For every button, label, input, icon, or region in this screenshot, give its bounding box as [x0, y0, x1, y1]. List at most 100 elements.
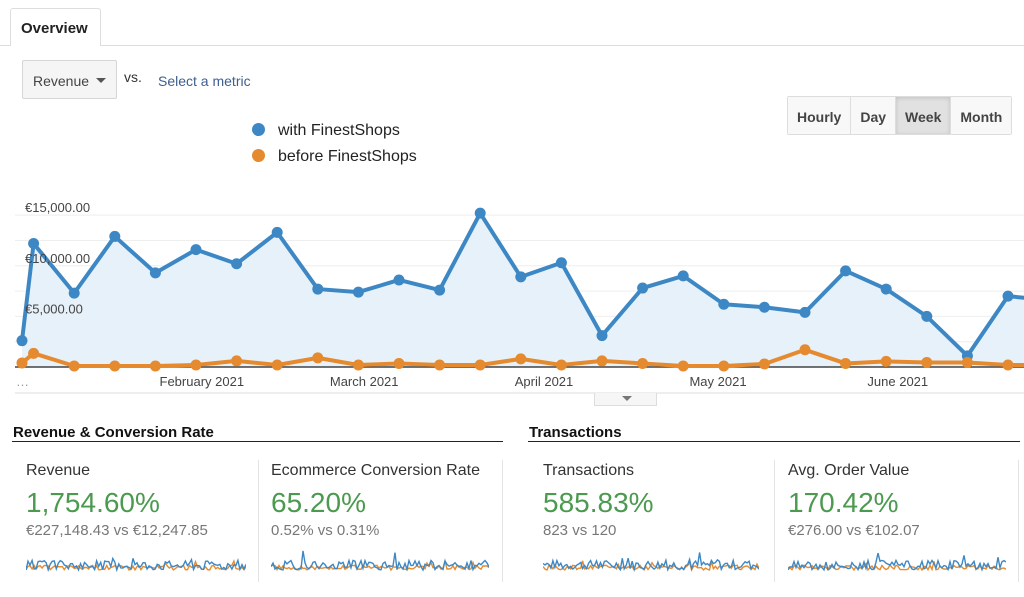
data-point — [16, 335, 28, 347]
x-tick-label: June 2021 — [867, 374, 928, 389]
data-point — [718, 360, 730, 372]
data-point — [758, 358, 770, 370]
week-button[interactable]: Week — [896, 97, 952, 134]
y-tick-label: €5,000.00 — [25, 301, 83, 316]
metric-dropdown-value: Revenue — [33, 73, 90, 89]
data-point — [555, 257, 567, 269]
vs-label: vs. — [124, 69, 142, 85]
card-label: Ecommerce Conversion Rate — [271, 462, 480, 479]
data-point — [677, 360, 689, 372]
data-point — [840, 265, 852, 277]
card-comparison: €276.00 vs €102.07 — [788, 522, 920, 539]
caret-down-icon — [622, 396, 632, 401]
data-point — [515, 353, 527, 365]
card-label: Avg. Order Value — [788, 462, 910, 479]
legend-label: with FinestShops — [278, 122, 400, 139]
sparkline-series — [788, 552, 1006, 572]
data-point — [190, 244, 202, 256]
card-change: 585.83% — [543, 487, 654, 518]
section-divider — [12, 441, 503, 442]
data-point — [961, 356, 973, 368]
legend-dot-icon — [252, 149, 265, 162]
data-point — [434, 359, 446, 371]
data-point — [921, 310, 933, 322]
data-point — [28, 238, 40, 250]
data-point — [1002, 290, 1014, 302]
card-divider — [502, 460, 503, 582]
expand-chart-handle[interactable] — [594, 393, 657, 406]
card-label: Transactions — [543, 462, 634, 479]
data-point — [677, 270, 689, 282]
data-point — [880, 355, 892, 367]
x-tick-label: May 2021 — [689, 374, 746, 389]
data-point — [231, 355, 243, 367]
data-point — [68, 287, 80, 299]
card-comparison: 823 vs 120 — [543, 522, 617, 539]
data-point — [16, 357, 28, 369]
data-point — [231, 258, 243, 270]
data-point — [271, 226, 283, 238]
sparkline — [271, 550, 489, 572]
data-point — [434, 284, 446, 296]
data-point — [596, 330, 608, 342]
data-point — [840, 357, 852, 369]
y-tick-label: €15,000.00 — [25, 200, 90, 215]
sparkline — [543, 552, 759, 572]
data-point — [515, 271, 527, 283]
sparkline-series — [543, 552, 759, 572]
data-point — [799, 344, 811, 356]
sparkline — [788, 552, 1006, 572]
x-tick-label: February 2021 — [160, 374, 245, 389]
metric-dropdown[interactable]: Revenue — [22, 60, 117, 99]
revenue-line-chart: €5,000.00 €10,000.00 €15,000.00 … February 2… — [15, 200, 1024, 394]
section-title-revenue-conversion: Revenue & Conversion Rate — [13, 424, 214, 441]
data-point — [271, 359, 283, 371]
metric-card-revenue[interactable]: Revenue 1,754.60% €227,148.43 vs €12,247… — [26, 458, 271, 578]
sparkline-series — [271, 550, 489, 572]
day-button[interactable]: Day — [851, 97, 897, 134]
data-point — [393, 274, 405, 286]
data-point — [28, 347, 40, 359]
data-point — [637, 282, 649, 294]
x-tick-label: April 2021 — [515, 374, 574, 389]
data-point — [555, 359, 567, 371]
data-point — [718, 298, 730, 310]
data-point — [637, 357, 649, 369]
sparkline-series — [26, 559, 246, 572]
card-change: 1,754.60% — [26, 487, 160, 518]
caret-down-icon — [96, 78, 106, 83]
data-point — [393, 357, 405, 369]
x-tick-label: March 2021 — [330, 374, 399, 389]
tab-bar-divider — [0, 45, 1024, 46]
card-change: 65.20% — [271, 487, 366, 518]
card-comparison: €227,148.43 vs €12,247.85 — [26, 522, 208, 539]
series-area — [22, 213, 1024, 367]
hourly-button[interactable]: Hourly — [788, 97, 852, 134]
y-tick-label: €10,000.00 — [25, 251, 90, 266]
card-divider — [258, 460, 259, 582]
metric-card-transactions[interactable]: Transactions 585.83% 823 vs 120 — [543, 458, 788, 578]
tab-overview[interactable]: Overview — [10, 8, 101, 46]
select-metric-link[interactable]: Select a metric — [158, 73, 251, 89]
data-point — [1002, 359, 1014, 371]
card-change: 170.42% — [788, 487, 899, 518]
data-point — [68, 360, 80, 372]
metric-card-avg-order-value[interactable]: Avg. Order Value 170.42% €276.00 vs €102… — [788, 458, 1024, 578]
data-point — [149, 267, 161, 279]
month-button[interactable]: Month — [951, 97, 1012, 134]
section-divider — [528, 441, 1020, 442]
data-point — [312, 283, 324, 295]
legend-label: before FinestShops — [278, 148, 417, 165]
granularity-toggle: Hourly Day Week Month — [787, 96, 1013, 135]
data-point — [921, 356, 933, 368]
metric-card-conversion-rate[interactable]: Ecommerce Conversion Rate 65.20% 0.52% v… — [271, 458, 516, 578]
data-point — [880, 283, 892, 295]
card-label: Revenue — [26, 462, 91, 479]
data-point — [799, 306, 811, 318]
card-divider — [774, 460, 775, 582]
data-point — [352, 359, 364, 371]
data-point — [190, 359, 202, 371]
data-point — [474, 207, 486, 219]
data-point — [352, 286, 364, 298]
legend-dot-icon — [252, 123, 265, 136]
